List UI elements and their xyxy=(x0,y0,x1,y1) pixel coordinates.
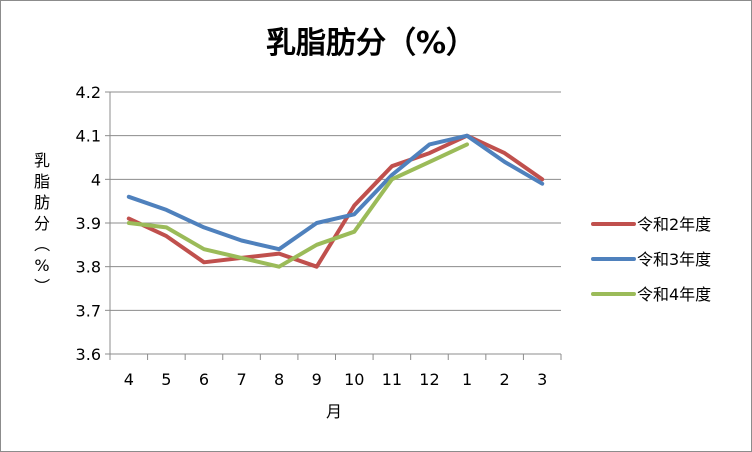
y-axis-label-char: 乳 xyxy=(34,151,50,170)
y-axis-label-char: 分 xyxy=(34,214,50,233)
x-tick-labels: 4 5 6 7 8 9 10 11 12 1 2 3 xyxy=(124,370,548,389)
y-tick-labels: 3.6 3.7 3.8 3.9 4 4.1 4.2 xyxy=(76,83,101,364)
chart-title: 乳脂肪分（%） xyxy=(266,26,476,61)
y-tick-label: 4.1 xyxy=(76,127,101,146)
y-tick-label: 3.8 xyxy=(76,258,101,277)
y-axis-label-char: 肪 xyxy=(34,193,50,212)
x-tick-label: 4 xyxy=(124,370,134,389)
legend-entry-label: 令和2年度 xyxy=(637,215,711,234)
x-tick-label: 1 xyxy=(462,370,472,389)
legend-entry-label: 令和4年度 xyxy=(637,285,711,304)
x-tick-label: 5 xyxy=(161,370,171,389)
x-axis-label: 月 xyxy=(326,402,342,421)
y-axis-label-char: % xyxy=(34,256,49,275)
series-line-3 xyxy=(126,142,469,269)
legend-entry-label: 令和3年度 xyxy=(637,250,711,269)
y-axis-label-char: （ xyxy=(32,236,51,252)
y-axis-label-char: ） xyxy=(32,278,51,294)
x-tick-label: 9 xyxy=(312,370,322,389)
x-tick-label: 8 xyxy=(274,370,284,389)
x-tick-label: 3 xyxy=(537,370,547,389)
x-tick-label: 12 xyxy=(419,370,439,389)
series-line-2 xyxy=(126,133,545,252)
grid-lines xyxy=(105,91,561,355)
y-axis-label: 乳脂肪分 （% ） xyxy=(32,151,51,294)
x-tick-label: 7 xyxy=(236,370,246,389)
x-tick-label: 10 xyxy=(344,370,364,389)
y-tick-label: 3.7 xyxy=(76,301,101,320)
y-tick-label: 4.2 xyxy=(76,83,101,102)
x-tick-label: 2 xyxy=(500,370,510,389)
y-tick-label: 3.9 xyxy=(76,214,101,233)
series-lines xyxy=(126,133,545,269)
x-tick-label: 6 xyxy=(199,370,209,389)
x-tick-label: 11 xyxy=(382,370,402,389)
y-tick-label: 4 xyxy=(91,170,101,189)
axes xyxy=(109,92,562,360)
series-line-1 xyxy=(126,133,545,269)
y-axis-label-char: 脂 xyxy=(34,172,50,191)
y-tick-label: 3.6 xyxy=(76,345,101,364)
